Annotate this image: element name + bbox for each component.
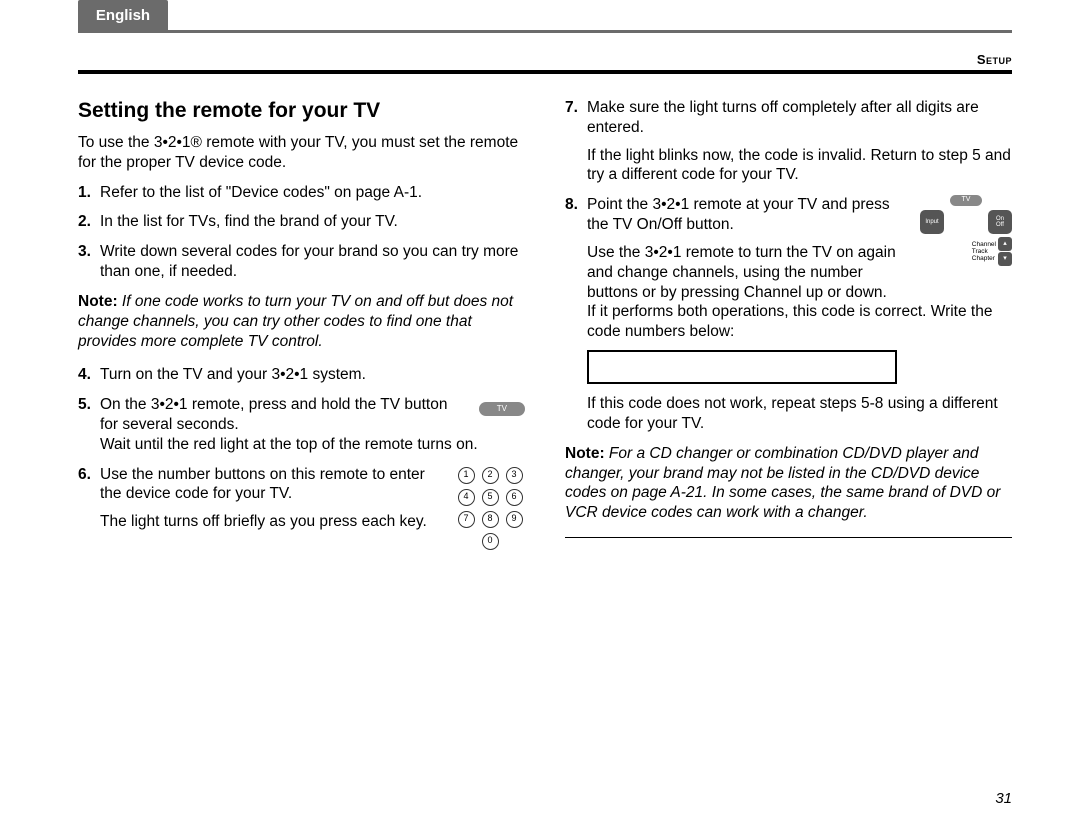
keypad-key: 2 — [482, 467, 499, 484]
keypad-key: 6 — [506, 489, 523, 506]
ch-l1: Channel — [972, 241, 996, 248]
step-text: If the light blinks now, the code is inv… — [587, 146, 1012, 186]
step-text: The light turns off briefly as you press… — [100, 512, 445, 532]
keypad-graphic: 1 2 3 4 5 6 7 8 — [455, 465, 525, 555]
channel-down-icon: ▾ — [998, 252, 1012, 266]
tv-button-graphic: TV — [475, 395, 525, 419]
channel-up-icon: ▴ — [998, 237, 1012, 251]
keypad-key: 7 — [458, 511, 475, 528]
step-text: On the 3•2•1 remote, press and hold the … — [100, 395, 465, 435]
steps-list-left-cont: 4. Turn on the TV and your 3•2•1 system.… — [78, 365, 525, 554]
intro-text: To use the 3•2•1® remote with your TV, y… — [78, 133, 525, 173]
language-tab: English — [78, 0, 168, 30]
ch-l2: Track — [972, 248, 996, 255]
onoff-l2: Off — [996, 222, 1004, 229]
page-title: Setting the remote for your TV — [78, 98, 525, 125]
keypad-key: 8 — [482, 511, 499, 528]
step-number: 8. — [565, 195, 587, 433]
step-text: Write down several codes for your brand … — [100, 242, 525, 282]
section-end-rule — [565, 537, 1012, 538]
section-label: Setup — [977, 52, 1012, 67]
keypad-key: 3 — [506, 467, 523, 484]
channel-labels: Channel Track Chapter — [972, 241, 996, 262]
note-label: Note: — [78, 293, 118, 310]
step-number: 7. — [565, 98, 587, 185]
step-number: 1. — [78, 183, 100, 203]
note-1: Note: If one code works to turn your TV … — [78, 292, 525, 351]
step-3: 3. Write down several codes for your bra… — [78, 242, 525, 282]
step-5: 5. On the 3•2•1 remote, press and hold t… — [78, 395, 525, 454]
onoff-l1: On — [996, 216, 1004, 223]
tv-button-icon: TV — [479, 402, 525, 416]
left-column: Setting the remote for your TV To use th… — [78, 98, 525, 565]
step-text: In the list for TVs, find the brand of y… — [100, 212, 525, 232]
page-number: 31 — [995, 790, 1012, 807]
step-1: 1. Refer to the list of "Device codes" o… — [78, 183, 525, 203]
step-text: Use the 3•2•1 remote to turn the TV on a… — [587, 243, 910, 302]
steps-list-right: 7. Make sure the light turns off complet… — [565, 98, 1012, 434]
step-6: 6. Use the number buttons on this remote… — [78, 465, 525, 555]
step-text: Wait until the red light at the top of t… — [100, 435, 525, 455]
step-number: 4. — [78, 365, 100, 385]
step-text: Refer to the list of "Device codes" on p… — [100, 183, 525, 203]
ch-l3: Chapter — [972, 255, 996, 262]
code-entry-box — [587, 350, 897, 384]
keypad-key: 0 — [482, 533, 499, 550]
note-body: If one code works to turn your TV on and… — [78, 293, 513, 350]
step-text: Make sure the light turns off completely… — [587, 98, 1012, 138]
keypad-key: 5 — [482, 489, 499, 506]
header-rule — [78, 70, 1012, 74]
step-text: Point the 3•2•1 remote at your TV and pr… — [587, 195, 910, 235]
step-8: 8. Point the 3•2•1 remote at your TV and… — [565, 195, 1012, 433]
right-column: 7. Make sure the light turns off complet… — [565, 98, 1012, 565]
remote-diagram: TV Input On Off Channel — [920, 195, 1012, 266]
keypad-key: 1 — [458, 467, 475, 484]
note-label: Note: — [565, 445, 605, 462]
step-text: If this code does not work, repeat steps… — [587, 394, 1012, 434]
note-body: For a CD changer or combination CD/DVD p… — [565, 445, 1000, 521]
step-text: Turn on the TV and your 3•2•1 system. — [100, 365, 525, 385]
input-button-icon: Input — [920, 210, 944, 234]
remote-tv-label: TV — [950, 195, 983, 206]
onoff-button-icon: On Off — [988, 210, 1012, 234]
steps-list-left: 1. Refer to the list of "Device codes" o… — [78, 183, 525, 282]
tab-underline — [78, 30, 1012, 33]
step-7: 7. Make sure the light turns off complet… — [565, 98, 1012, 185]
keypad-key: 4 — [458, 489, 475, 506]
step-number: 2. — [78, 212, 100, 232]
step-number: 5. — [78, 395, 100, 454]
step-text: Use the number buttons on this remote to… — [100, 465, 445, 505]
step-text: If it performs both operations, this cod… — [587, 302, 1012, 342]
step-number: 3. — [78, 242, 100, 282]
step-4: 4. Turn on the TV and your 3•2•1 system. — [78, 365, 525, 385]
note-2: Note: For a CD changer or combination CD… — [565, 444, 1012, 523]
step-2: 2. In the list for TVs, find the brand o… — [78, 212, 525, 232]
page-content: Setting the remote for your TV To use th… — [78, 98, 1012, 565]
keypad-key: 9 — [506, 511, 523, 528]
step-number: 6. — [78, 465, 100, 555]
